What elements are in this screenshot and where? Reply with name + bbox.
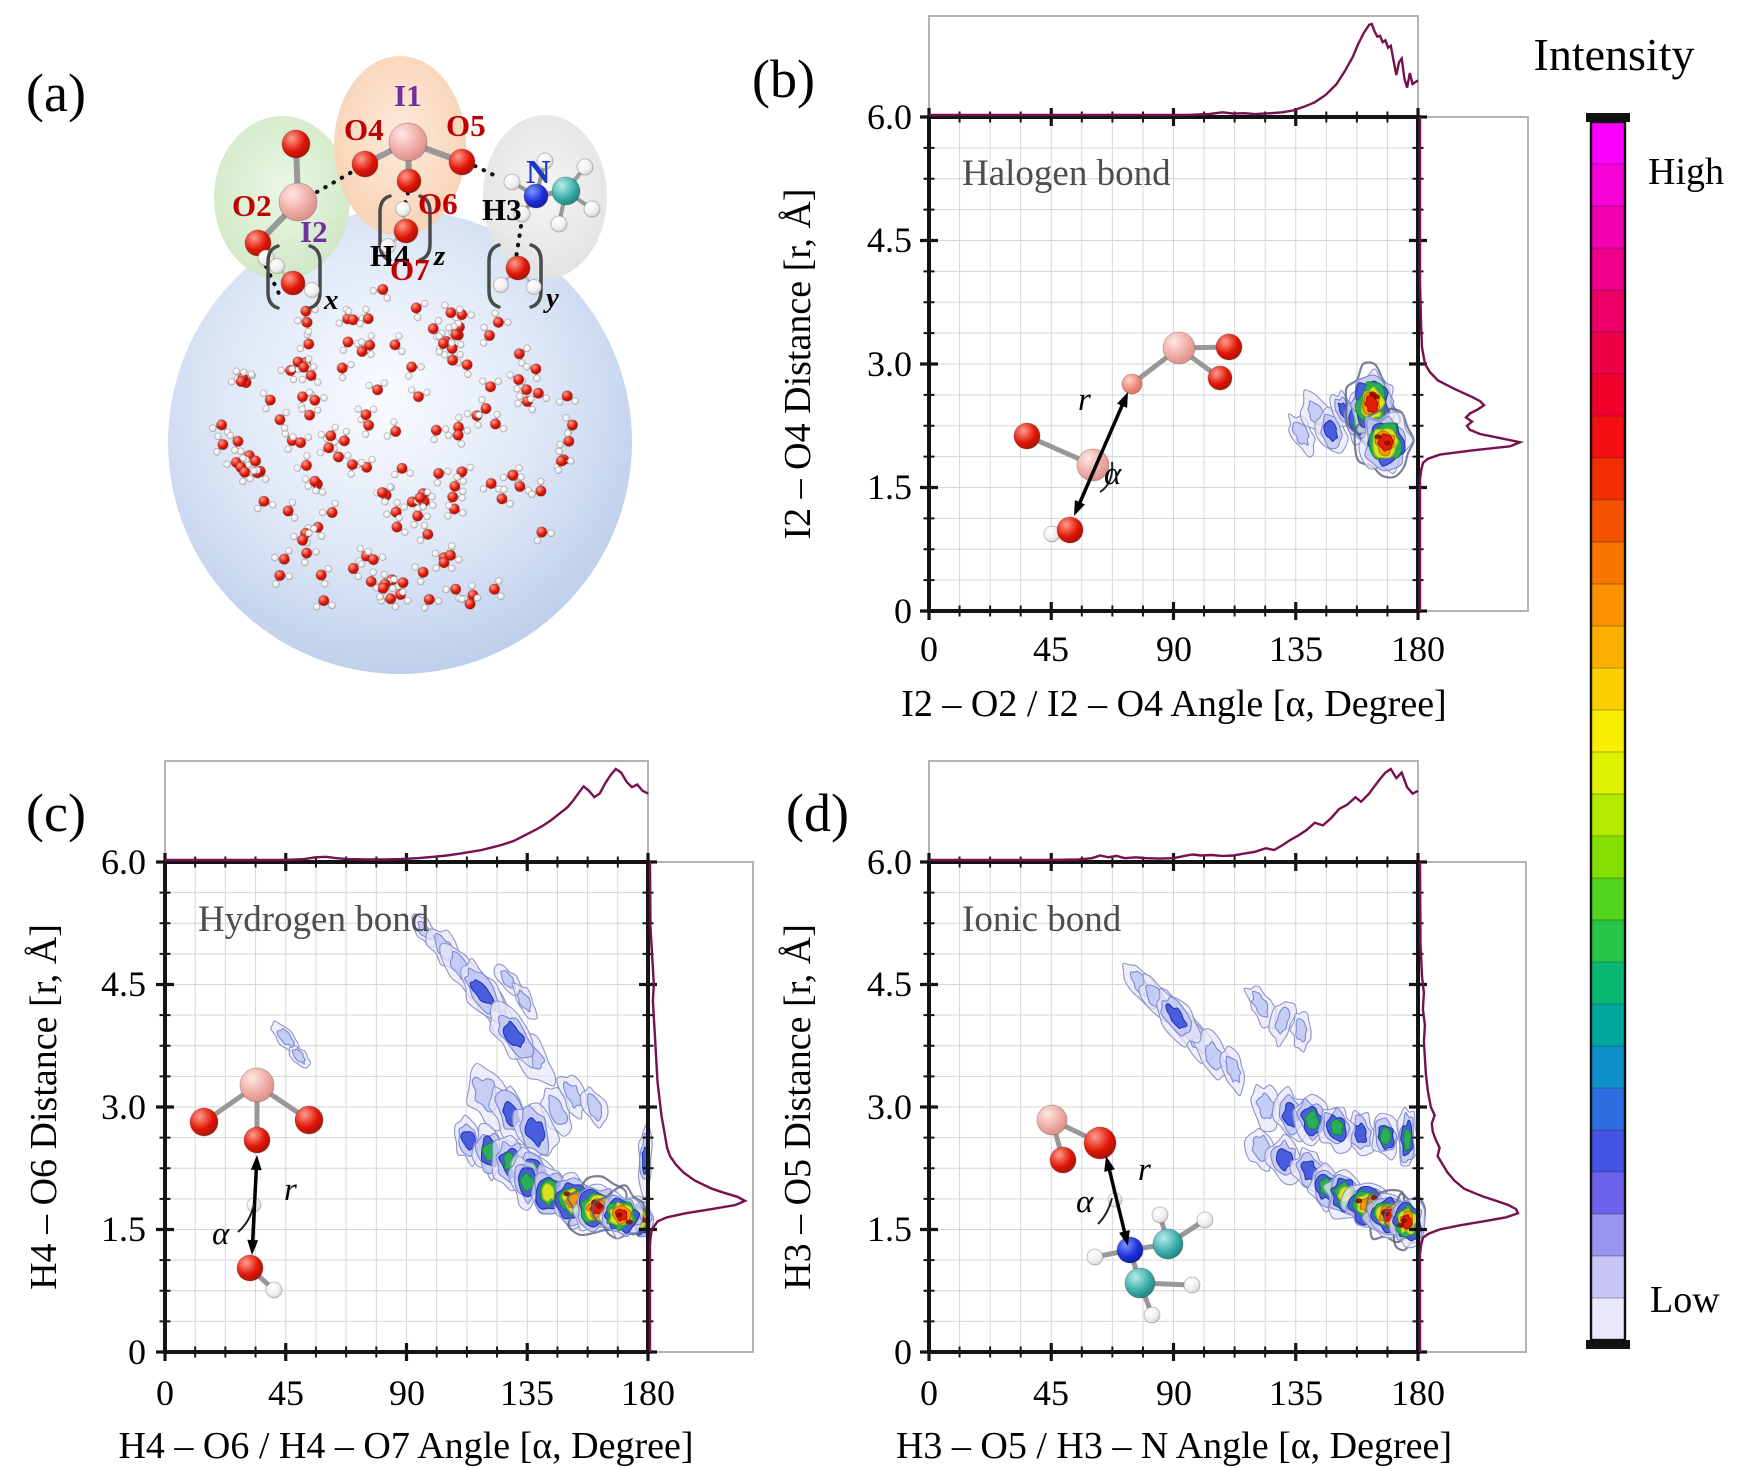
panel-c-xtick: 135	[500, 1373, 554, 1413]
panel-b-xtick: 135	[1269, 629, 1323, 669]
panel-d-r-label: r	[1138, 1152, 1151, 1188]
panel-b-xtick: 90	[1156, 629, 1192, 669]
panel-c-alpha-label: α	[212, 1216, 230, 1252]
panel-c-xtick: 90	[389, 1373, 425, 1413]
panel-c-ytick: 1.5	[101, 1209, 146, 1249]
atom-label-i1: I1	[394, 78, 422, 113]
panel-b-yaxis-title: I2 – O4 Distance [r, Å]	[777, 188, 819, 540]
atom-label-n: N	[526, 154, 551, 191]
panel-c-label: (c)	[26, 783, 86, 843]
panel-a-label: (a)	[26, 63, 86, 123]
subscript-x: x	[324, 284, 339, 316]
panel-c-xtick: 180	[621, 1373, 675, 1413]
panel-d-plot	[920, 760, 1527, 1361]
panel-c-xaxis-title: H4 – O6 / H4 – O7 Angle [α, Degree]	[118, 1425, 694, 1467]
panel-a-illustration	[168, 56, 632, 674]
panel-b-r-label: r	[1078, 382, 1091, 418]
panel-c-annotation: Hydrogen bond	[198, 899, 430, 940]
panel-b-annotation: Halogen bond	[962, 153, 1171, 194]
panel-d-ytick: 4.5	[867, 964, 912, 1004]
subscript-y: y	[546, 282, 559, 314]
panel-b-plot	[920, 15, 1529, 620]
colorbar-low-label: Low	[1650, 1279, 1720, 1321]
panel-d-ytick: 3.0	[867, 1087, 912, 1127]
panel-d-alpha-label: α	[1076, 1184, 1094, 1220]
panel-d-xtick: 45	[1033, 1373, 1069, 1413]
panel-d-yaxis-title: H3 – O5 Distance [r, Å]	[777, 924, 819, 1290]
panel-d-ytick: 0	[894, 1332, 912, 1372]
panel-d-xtick: 90	[1156, 1373, 1192, 1413]
panel-c-ytick: 4.5	[101, 964, 146, 1004]
panel-c-ytick: 6.0	[101, 842, 146, 882]
panel-c-yaxis-title: H4 – O6 Distance [r, Å]	[23, 924, 65, 1290]
panel-b-xtick: 45	[1033, 629, 1069, 669]
panel-d-ytick: 6.0	[867, 842, 912, 882]
atom-label-h3: H3	[482, 192, 522, 227]
panel-c-ytick: 0	[128, 1332, 146, 1372]
panel-d-label: (d)	[786, 783, 849, 843]
panel-b-label: (b)	[752, 49, 815, 109]
panel-b-ytick: 4.5	[867, 220, 912, 260]
panel-c-ytick: 3.0	[101, 1087, 146, 1127]
panel-c-xtick: 45	[268, 1373, 304, 1413]
intensity-colorbar	[1586, 113, 1630, 1349]
panel-c-xtick: 0	[156, 1373, 174, 1413]
panel-b-ytick: 6.0	[867, 97, 912, 137]
colorbar-title: Intensity	[1533, 29, 1695, 80]
panel-b-alpha-label: α	[1104, 456, 1122, 492]
atom-label-o7: O7	[390, 252, 430, 287]
atom-label-o6: O6	[418, 186, 458, 221]
panel-d-ytick: 1.5	[867, 1209, 912, 1249]
panel-b-xaxis-title: I2 – O2 / I2 – O4 Angle [α, Degree]	[901, 683, 1447, 725]
panel-d-xtick: 0	[920, 1373, 938, 1413]
panel-b-xtick: 0	[920, 629, 938, 669]
panel-c-plot	[156, 760, 754, 1361]
atom-label-o4: O4	[344, 112, 384, 147]
panel-b-ytick: 1.5	[867, 467, 912, 507]
panel-d-xaxis-title: H3 – O5 / H3 – N Angle [α, Degree]	[895, 1425, 1453, 1467]
panel-b-ytick: 3.0	[867, 344, 912, 384]
subscript-z: z	[434, 240, 446, 272]
panel-b-ytick: 0	[894, 591, 912, 631]
panel-b-xtick: 180	[1391, 629, 1445, 669]
colorbar-high-label: High	[1648, 151, 1724, 193]
atom-label-o5: O5	[446, 108, 486, 143]
atom-label-i2: I2	[300, 214, 328, 249]
atom-label-o2: O2	[232, 188, 272, 223]
panel-d-xtick: 135	[1269, 1373, 1323, 1413]
panel-d-xtick: 180	[1391, 1373, 1445, 1413]
panel-d-annotation: Ionic bond	[962, 899, 1122, 940]
panel-c-r-label: r	[284, 1172, 297, 1208]
atom-label-h4: H4	[370, 238, 410, 273]
